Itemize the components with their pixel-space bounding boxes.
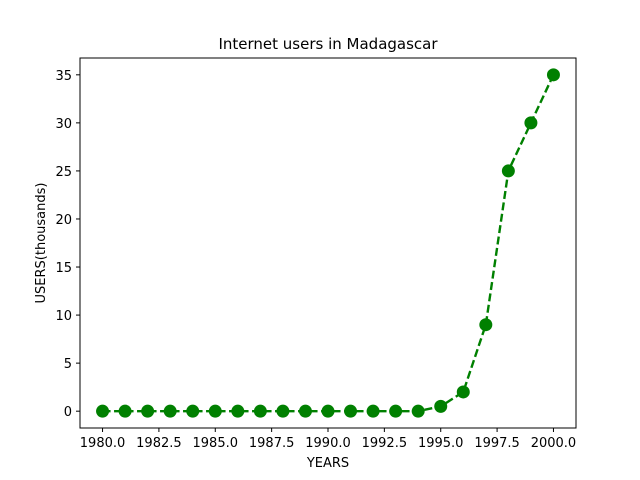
x-tick-label: 1990.0 — [305, 436, 351, 451]
data-point — [321, 404, 335, 418]
data-point — [141, 404, 155, 418]
data-point — [298, 404, 312, 418]
x-axis: 1980.0 1982.5 1985.0 1987.5 1990.0 1992.5 1995… — [80, 428, 576, 451]
y-tick-label: 5 — [64, 357, 72, 372]
y-tick-label: 25 — [55, 165, 72, 180]
x-tick-label: 2000.0 — [531, 436, 577, 451]
x-tick-label: 1985.0 — [193, 436, 239, 451]
data-point — [366, 404, 380, 418]
x-tick-label: 1987.5 — [249, 436, 295, 451]
y-tick-label: 10 — [55, 309, 72, 324]
y-axis: 0 5 10 15 20 25 30 35 — [55, 69, 80, 420]
x-tick-label: 1997.5 — [474, 436, 520, 451]
y-axis-title: USERS(thousands) — [34, 183, 49, 304]
y-tick-label: 0 — [64, 405, 72, 420]
data-point — [434, 399, 448, 413]
data-point — [501, 164, 515, 178]
x-axis-title: YEARS — [306, 456, 349, 471]
x-tick-label: 1995.0 — [418, 436, 464, 451]
x-tick-label: 1982.5 — [136, 436, 182, 451]
x-tick-label: 1992.5 — [362, 436, 408, 451]
data-point — [344, 404, 358, 418]
y-tick-label: 35 — [55, 69, 72, 84]
data-point — [546, 68, 560, 82]
data-point — [524, 116, 538, 130]
chart-title: Internet users in Madagascar — [218, 35, 438, 53]
x-tick-label: 1980.0 — [80, 436, 126, 451]
y-tick-label: 15 — [55, 261, 72, 276]
data-point — [389, 404, 403, 418]
data-point — [163, 404, 177, 418]
data-point — [208, 404, 222, 418]
data-point — [96, 404, 110, 418]
data-point — [456, 385, 470, 399]
y-tick-label: 20 — [55, 213, 72, 228]
data-point — [186, 404, 200, 418]
data-point — [479, 318, 493, 332]
data-point — [276, 404, 290, 418]
data-point — [231, 404, 245, 418]
data-point — [118, 404, 132, 418]
data-point — [253, 404, 267, 418]
y-tick-label: 30 — [55, 117, 72, 132]
data-point — [411, 404, 425, 418]
plot-area — [96, 68, 560, 418]
